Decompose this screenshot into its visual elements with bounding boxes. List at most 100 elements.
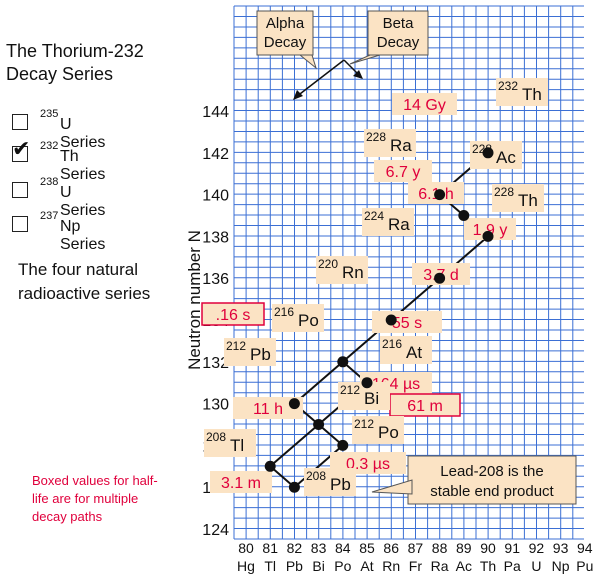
checkbox[interactable] (12, 114, 28, 130)
checkbox[interactable] (12, 146, 28, 162)
boxed-halflife-bg (201, 302, 265, 326)
nuclide-label-bg (380, 336, 432, 364)
beta-callout-pointer (349, 54, 381, 65)
halflife-value: 11 h (253, 401, 283, 418)
x-tick-symbol: Ac (456, 558, 472, 574)
halflife-value: 3.1 m (221, 475, 261, 492)
nuclide-symbol: Bi (364, 389, 379, 408)
halflife-bg (464, 218, 516, 240)
nuclide-point (337, 439, 349, 451)
nuclide-point (482, 147, 494, 159)
nuclide-symbol: Pb (250, 345, 271, 364)
x-tick-symbol: Bi (312, 558, 324, 574)
x-tick-number: 91 (504, 540, 520, 556)
nuclide-label-bg (352, 416, 404, 444)
nuclide-label-bg (470, 141, 522, 169)
y-tick-label: 142 (202, 146, 229, 163)
x-tick-symbol: Pu (576, 558, 593, 574)
nuclide-point (482, 230, 494, 242)
x-tick-number: 88 (432, 540, 448, 556)
x-tick-symbol: U (531, 558, 541, 574)
nuclide-label-bg (304, 468, 356, 496)
nuclide-symbol: At (406, 343, 422, 362)
checkbox[interactable] (12, 216, 28, 232)
halflife-bg (374, 160, 432, 182)
x-tick-number: 84 (335, 540, 351, 556)
x-tick-number: 90 (480, 540, 496, 556)
page-title: The Thorium-232 Decay Series (6, 41, 144, 84)
beta-arrowhead-icon (353, 70, 363, 79)
series-mass: 232 (40, 140, 59, 152)
nuclide-mass: 208 (206, 430, 226, 444)
end-note-pointer (371, 479, 413, 495)
x-tick-number: 81 (262, 540, 278, 556)
alpha-arrowhead-icon (293, 90, 303, 100)
x-tick-number: 85 (359, 540, 375, 556)
x-tick-number: 80 (238, 540, 254, 556)
x-tick-number: 86 (383, 540, 399, 556)
beta-callout-line1: Beta (383, 15, 415, 32)
end-note-line1: Lead-208 is the (440, 463, 543, 480)
nuclide-point (288, 398, 300, 410)
y-tick-label: 138 (202, 229, 229, 246)
x-tick-symbol: Po (334, 558, 351, 574)
x-tick-symbol: At (360, 558, 373, 574)
nuclide-label-bg (492, 184, 544, 212)
x-tick-number: 82 (287, 540, 303, 556)
series-mass: 237 (40, 210, 59, 222)
nuclide-mass: 228 (494, 185, 514, 199)
y-tick-label: 144 (202, 104, 229, 121)
x-tick-number: 94 (577, 540, 593, 556)
y-tick-label: 132 (202, 355, 229, 372)
halflife-value: 6.7 y (386, 164, 421, 181)
end-note-box (407, 455, 577, 505)
nuclide-point (313, 419, 325, 430)
nuclide-mass: 212 (340, 383, 360, 397)
nuclide-symbol: Ac (496, 148, 516, 167)
nuclide-point (361, 377, 373, 389)
boxed-values-note: Boxed values for half-life are for multi… (32, 473, 158, 524)
nuclide-mass: 212 (226, 339, 246, 353)
x-tick-symbol: Hg (237, 558, 255, 574)
decay-path (269, 423, 320, 468)
alpha-callout-line1: Alpha (266, 15, 305, 32)
nuclide-point (264, 460, 276, 472)
nuclide-label-bg (362, 208, 414, 236)
beta-callout-box (367, 10, 429, 56)
nuclide-point (337, 356, 349, 368)
x-tick-number: 89 (456, 540, 472, 556)
halflife-value: .16 s (216, 307, 251, 324)
checkmark-icon: ✔ (12, 136, 31, 161)
nuclide-label-bg (224, 338, 276, 366)
nuclide-mass: 220 (318, 257, 338, 271)
x-tick-number: 87 (408, 540, 424, 556)
series-label: Th Series (60, 148, 106, 183)
halflife-value: 14 Gy (403, 97, 446, 114)
y-axis-label: Neutron number N (185, 230, 204, 370)
nuclide-point (434, 189, 446, 201)
x-tick-symbol: Fr (409, 558, 423, 574)
nuclide-mass: 208 (306, 469, 326, 483)
x-tick-symbol: Pa (504, 558, 521, 574)
halflife-bg (210, 471, 272, 493)
nuclide-symbol: Th (522, 85, 542, 104)
nuclide-mass: 224 (364, 209, 384, 223)
x-tick-symbol: Tl (264, 558, 276, 574)
series-mass: 235 (40, 108, 59, 120)
nuclide-symbol: Ra (388, 215, 410, 234)
end-note-line2: stable end product (430, 483, 554, 500)
x-tick-symbol: Pb (286, 558, 303, 574)
nuclide-mass: 232 (498, 79, 518, 93)
halflife-bg (392, 93, 457, 115)
series-label: U Series (60, 184, 106, 219)
nuclide-point (458, 210, 470, 221)
nuclide-point (288, 481, 300, 493)
caption: The four natural radioactive series (18, 260, 151, 303)
nuclide-symbol: Tl (230, 436, 244, 455)
alpha-callout-line2: Decay (264, 34, 307, 51)
checkbox[interactable] (12, 182, 28, 198)
beta-callout-line2: Decay (377, 34, 420, 51)
